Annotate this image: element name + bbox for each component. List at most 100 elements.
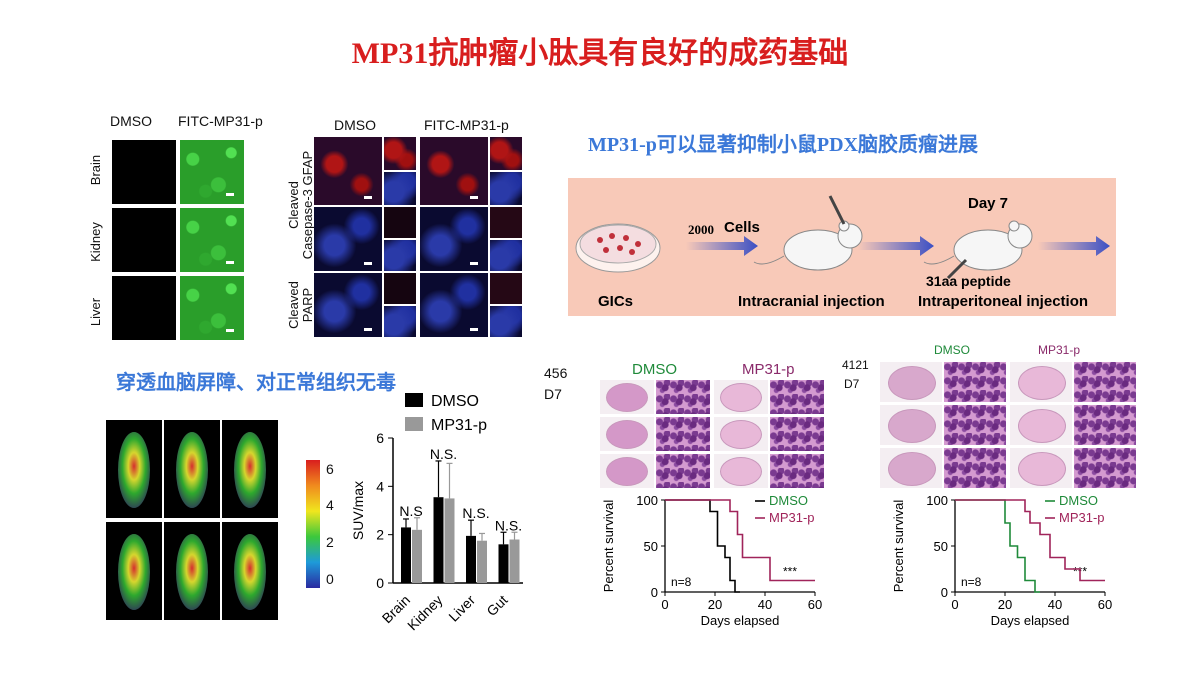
- significance-label: N.S.: [430, 446, 457, 462]
- legend-swatch: [405, 417, 423, 431]
- pdx-456-day: D7: [544, 386, 562, 402]
- sample-size-label: n=8: [961, 575, 982, 589]
- ihc-image-parp-dmso: [314, 273, 382, 337]
- ihc-image-parp-dmso-inset-red: [384, 273, 416, 304]
- ihc-col-label-fitc: FITC-MP31-p: [424, 117, 509, 133]
- bar: [466, 535, 476, 583]
- y-axis-label: Percent survival: [891, 500, 906, 593]
- y-axis-label: SUV/max: [350, 481, 366, 540]
- pdx-4121-col-dmso: DMSO: [934, 343, 970, 357]
- pet-colorbar: [306, 460, 320, 588]
- y-tick-label: 50: [644, 539, 658, 554]
- pet-mouse-silhouettes: [118, 432, 266, 610]
- section-heading-pdx: MP31-p可以显著抑制小鼠PDX脑胶质瘤进展: [588, 134, 978, 156]
- pdx-456-histology: [600, 380, 824, 490]
- page-title: MP31抗肿瘤小肽具有良好的成药基础: [351, 37, 849, 70]
- fluor-image-brain-dmso: [112, 140, 176, 204]
- bar: [412, 529, 422, 583]
- x-tick-label: Kidney: [404, 592, 446, 634]
- pdx-4121-id: 4121: [842, 358, 869, 372]
- ihc-image-casp3-fitc-inset-blue: [490, 240, 522, 271]
- x-tick-label: 40: [1048, 597, 1062, 612]
- ihc-image-gfap-dmso: [314, 137, 382, 205]
- fluor-image-liver-dmso: [112, 276, 176, 340]
- colorbar-tick: 6: [326, 461, 334, 477]
- ihc-image-casp3-dmso-inset-red: [384, 207, 416, 238]
- ihc-image-parp-dmso-inset-blue: [384, 306, 416, 337]
- survival-curve: [955, 499, 1105, 582]
- fluorescence-panel: DMSO FITC-MP31-p Brain Kidney Liver: [80, 105, 280, 345]
- arrow-icon: [686, 236, 758, 256]
- y-tick-label: 0: [376, 575, 384, 591]
- ihc-image-casp3-dmso: [314, 207, 382, 271]
- y-tick-label: 100: [636, 493, 658, 508]
- x-tick-label: Gut: [483, 592, 510, 619]
- significance-label: N.S.: [495, 517, 522, 533]
- legend-label: DMSO: [769, 493, 808, 508]
- bar: [498, 544, 509, 583]
- ihc-image-parp-fitc: [420, 273, 488, 337]
- legend-swatch: [405, 393, 423, 407]
- ihc-panel: DMSO FITC-MP31-p Cleaved Casepase-3 GFAP …: [272, 105, 537, 345]
- bar: [477, 540, 487, 583]
- colorbar-tick: 4: [326, 497, 334, 513]
- peptide-label: 31aa peptide: [926, 273, 1011, 289]
- ihc-image-gfap-fitc: [420, 137, 488, 205]
- x-axis-label: Days elapsed: [991, 613, 1070, 628]
- survival-curve: [665, 499, 740, 593]
- y-tick-label: 100: [926, 493, 948, 508]
- y-tick-label: 2: [376, 527, 384, 543]
- fluor-image-kidney-dmso: [112, 208, 176, 272]
- ihc-image-gfap-dmso-inset-red: [384, 137, 416, 170]
- bar: [444, 498, 455, 583]
- pet-image-grid: [106, 420, 280, 620]
- x-tick-label: 20: [708, 597, 722, 612]
- section-heading-bbb: 穿透血脑屏障、对正常组织无毒: [116, 372, 396, 394]
- survival-curve: [665, 499, 815, 582]
- ihc-col-label-dmso: DMSO: [334, 117, 376, 133]
- pdx-4121-day: D7: [844, 377, 860, 391]
- x-tick-label: 0: [661, 597, 668, 612]
- ihc-image-casp3-fitc-inset-red: [490, 207, 522, 238]
- gics-label: GICs: [598, 293, 633, 310]
- legend-label: DMSO: [431, 393, 479, 410]
- fluor-col-label-dmso: DMSO: [110, 113, 152, 129]
- fluor-col-label-fitc: FITC-MP31-p: [178, 113, 263, 129]
- cells-label: Cells: [724, 219, 760, 236]
- significance-label: ***: [783, 564, 797, 578]
- y-tick-label: 6: [376, 430, 384, 446]
- ihc-row-label-2: Cleaved PARP: [286, 281, 315, 329]
- bar: [401, 527, 411, 583]
- intracranial-label: Intracranial injection: [738, 293, 885, 310]
- bar: [509, 539, 520, 583]
- pdx-456-col-dmso: DMSO: [632, 361, 677, 378]
- fluor-row-label-kidney: Kidney: [88, 222, 103, 262]
- pdx-456-id: 456: [544, 365, 568, 381]
- x-tick-label: 60: [808, 597, 822, 612]
- ihc-image-gfap-fitc-inset-blue: [490, 172, 522, 205]
- survival-chart-4121: 0 20 40 60 0 50 100 Days elapsed Percent surviva…: [891, 493, 1112, 628]
- ihc-image-parp-fitc-inset-blue: [490, 306, 522, 337]
- petri-dish-icon: [575, 223, 661, 273]
- fluor-image-kidney-fitc: [180, 208, 244, 272]
- cells-count: 2000: [688, 222, 714, 237]
- mouse-icon: [923, 220, 1033, 280]
- intraperitoneal-label: Intraperitoneal injection: [918, 293, 1088, 310]
- sample-size-label: n=8: [671, 575, 692, 589]
- ihc-image-casp3-fitc: [420, 207, 488, 271]
- ihc-image-casp3-dmso-inset-blue: [384, 240, 416, 271]
- x-tick-label: 20: [998, 597, 1012, 612]
- x-tick-label: 60: [1098, 597, 1112, 612]
- bar: [433, 497, 444, 583]
- survival-chart-456: 0 20 40 60 0 50 100 Days elapsed Percent surviva…: [601, 493, 822, 628]
- arrow-icon: [858, 236, 934, 256]
- survival-curve: [955, 499, 1040, 593]
- ihc-image-gfap-dmso-inset-blue: [384, 172, 416, 205]
- day-label: Day 7: [968, 195, 1008, 212]
- fluor-image-brain-fitc: [180, 140, 244, 204]
- legend-label: MP31-p: [431, 417, 487, 434]
- x-tick-label: Liver: [445, 592, 478, 625]
- y-axis-label: Percent survival: [601, 500, 616, 593]
- ihc-image-gfap-fitc-inset-red: [490, 137, 522, 170]
